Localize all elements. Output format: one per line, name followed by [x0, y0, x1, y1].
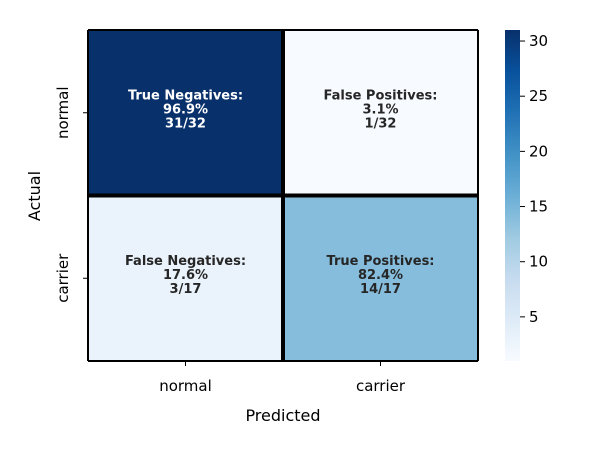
- y-axis-label: Actual: [25, 171, 44, 221]
- cell-label-r0-c1-line2: 3.1%: [362, 102, 398, 117]
- x-tick-label-normal: normal: [159, 377, 212, 395]
- colorbar: [505, 30, 520, 361]
- y-tick-label-normal: normal: [54, 86, 72, 139]
- y-tick-label-carrier: carrier: [54, 253, 72, 303]
- cell-label-r0-c0-line1: True Negatives:: [128, 88, 243, 103]
- cell-label-r1-c0-line1: False Negatives:: [125, 254, 246, 269]
- axis-ticks: normal carrier normal carrier: [54, 86, 406, 395]
- cell-label-r0-c1-line1: False Positives:: [324, 88, 438, 103]
- x-tick-label-carrier: carrier: [356, 377, 406, 395]
- colorbar-tick-label: 30: [529, 32, 548, 50]
- heatmap-cell-r0-c1: [283, 30, 478, 196]
- colorbar-ticks: 5 10 15 20 25 30: [520, 32, 548, 326]
- cell-label-r0-c0-line3: 31/32: [165, 116, 206, 131]
- x-axis-label: Predicted: [245, 406, 320, 425]
- cell-label-r1-c0-line3: 3/17: [170, 282, 202, 297]
- heatmap-cell-labels: True Negatives:96.9%31/32 False Positives…: [125, 88, 438, 297]
- heatmap-cell-r1-c0: [88, 195, 283, 361]
- heatmap-cells: [88, 30, 478, 361]
- colorbar-tick-label: 20: [529, 142, 548, 160]
- heatmap-grid-lines: [87, 29, 479, 362]
- colorbar-tick-label: 5: [529, 308, 539, 326]
- cell-label-r0-c1-line3: 1/32: [365, 116, 397, 131]
- cell-label-r0-c0-line2: 96.9%: [163, 102, 208, 117]
- colorbar-tick-label: 25: [529, 87, 548, 105]
- cell-label-r1-c0-line2: 17.6%: [163, 268, 208, 283]
- colorbar-tick-label: 15: [529, 198, 548, 216]
- cell-label-r1-c1-line1: True Positives:: [327, 254, 435, 269]
- cell-label-r1-c1-line2: 82.4%: [358, 268, 403, 283]
- heatmap-cell-r0-c0: [88, 30, 283, 196]
- heatmap-cell-r1-c1: [283, 195, 478, 361]
- cell-label-r1-c1-line3: 14/17: [360, 282, 401, 297]
- colorbar-tick-label: 10: [529, 253, 548, 271]
